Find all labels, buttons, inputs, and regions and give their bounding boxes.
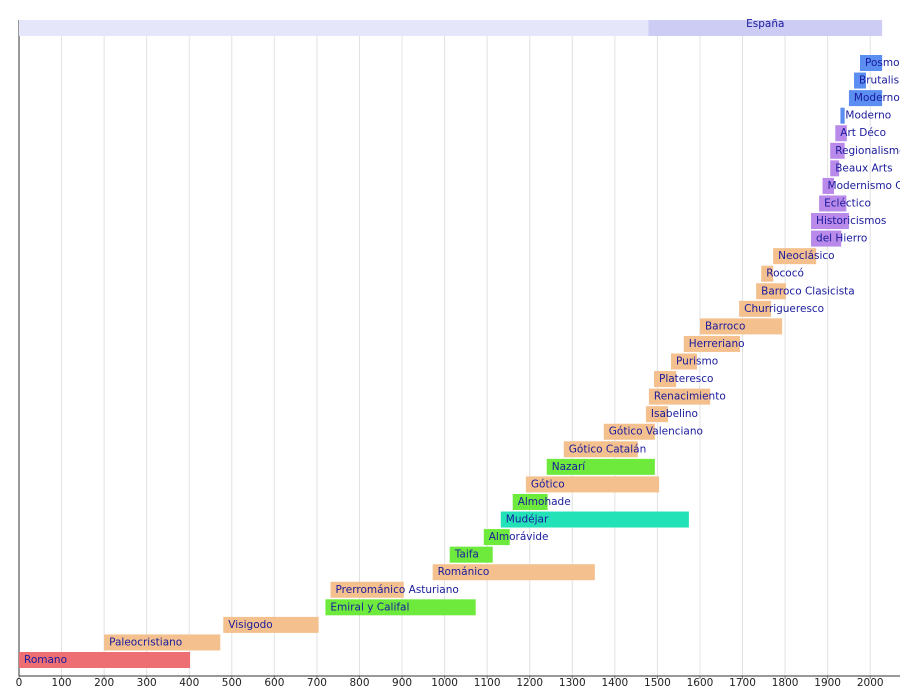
x-tick-label: 200	[94, 677, 114, 688]
bar-label: Renacimiento	[654, 391, 726, 403]
x-tick-label: 500	[222, 677, 242, 688]
bar-label: Barroco Clasicista	[761, 285, 855, 297]
x-tick-label: 2000	[857, 677, 884, 688]
bar-label: Nazarí	[552, 461, 587, 473]
x-tick-label: 800	[349, 677, 369, 688]
bar	[739, 300, 772, 317]
x-tick-label: 1100	[474, 677, 501, 688]
bar	[648, 20, 883, 36]
x-tick-label: 900	[392, 677, 412, 688]
bar	[811, 213, 849, 230]
bar	[546, 458, 655, 475]
bar-label: Emiral y Califal	[330, 601, 409, 613]
bar	[683, 335, 740, 352]
bar-label: Prerrománico Asturiano	[336, 584, 459, 596]
bar	[822, 177, 835, 194]
bar	[859, 55, 883, 71]
bar	[525, 476, 660, 493]
bar	[811, 230, 842, 247]
bar	[223, 616, 319, 633]
bar-label: Ecléctico	[824, 197, 871, 209]
bar	[330, 581, 404, 598]
bar-label: Almohade	[518, 496, 571, 508]
bar	[854, 72, 866, 89]
bar	[756, 283, 786, 300]
x-tick-label: 100	[52, 677, 72, 688]
bar-label: Modernismo Catalán	[828, 180, 900, 192]
bar-label: Purismo	[676, 356, 718, 368]
x-tick-label: 300	[137, 677, 157, 688]
bar	[819, 195, 847, 212]
bar	[848, 90, 883, 107]
bar-label: Brutalismo	[859, 75, 900, 87]
bar-label: Románico	[438, 566, 490, 578]
bar-label: Plateresco	[659, 373, 713, 385]
bar-label: Art Déco	[840, 127, 886, 139]
bar	[654, 371, 677, 388]
bar	[773, 248, 817, 265]
bar-label: Posmoderno	[865, 57, 900, 69]
bar-label: España	[746, 18, 784, 30]
bar-label: Gótico Valenciano	[609, 426, 703, 438]
bar-label: Moderno	[845, 110, 891, 122]
bar-label: Herreriano	[689, 338, 745, 350]
bar-label: Neoclásico	[778, 250, 834, 262]
x-tick-label: 1500	[644, 677, 671, 688]
bar-label: Gótico Catalán	[569, 443, 646, 455]
bar-label: Barroco	[705, 320, 745, 332]
bar	[830, 160, 840, 177]
x-tick-label: 1000	[431, 677, 458, 688]
bar-label: Churrigueresco	[744, 303, 824, 315]
bar-label: Mudéjar	[506, 514, 549, 526]
bar	[500, 511, 689, 528]
bar-label: Gótico	[531, 478, 565, 490]
bar	[483, 529, 510, 546]
bar-label: Moderno Internacional	[854, 92, 900, 104]
x-tick-label: 700	[307, 677, 327, 688]
bar-label: Regionalismos	[835, 145, 900, 157]
bar	[761, 265, 774, 282]
bar	[671, 353, 697, 370]
bar	[449, 546, 493, 563]
bar	[840, 107, 845, 124]
bar-label: Rococó	[766, 268, 804, 280]
bar	[512, 493, 548, 510]
x-tick-label: 600	[264, 677, 284, 688]
bar-label: Romano	[24, 654, 67, 666]
bar-label: Visigodo	[228, 619, 272, 631]
x-tick-label: 1400	[601, 677, 628, 688]
x-tick-label: 0	[16, 677, 23, 688]
x-tick-label: 400	[179, 677, 199, 688]
bar	[432, 564, 595, 581]
bar	[19, 20, 649, 36]
bar	[325, 599, 476, 616]
bar-label: Historicismos	[816, 215, 886, 227]
bar	[19, 652, 191, 668]
x-tick-label: 1600	[687, 677, 714, 688]
bar	[648, 388, 711, 405]
x-tick-label: 1900	[814, 677, 841, 688]
bar	[104, 634, 221, 651]
bar	[563, 441, 638, 458]
x-tick-label: 1300	[559, 677, 586, 688]
bar	[603, 423, 655, 440]
bar-label: del Hierro	[816, 233, 867, 245]
bar-label: Almorávide	[489, 531, 549, 543]
bar	[835, 125, 847, 142]
x-tick-label: 1800	[772, 677, 799, 688]
bar-label: Taifa	[454, 549, 479, 561]
bar-label: Isabelino	[651, 408, 698, 420]
bar	[830, 142, 845, 159]
bar-label: Paleocristiano	[109, 636, 182, 648]
bar	[645, 406, 669, 423]
x-tick-label: 1700	[729, 677, 756, 688]
bar	[699, 318, 783, 335]
x-tick-label: 1200	[516, 677, 543, 688]
bar-label: Beaux Arts	[835, 162, 892, 174]
